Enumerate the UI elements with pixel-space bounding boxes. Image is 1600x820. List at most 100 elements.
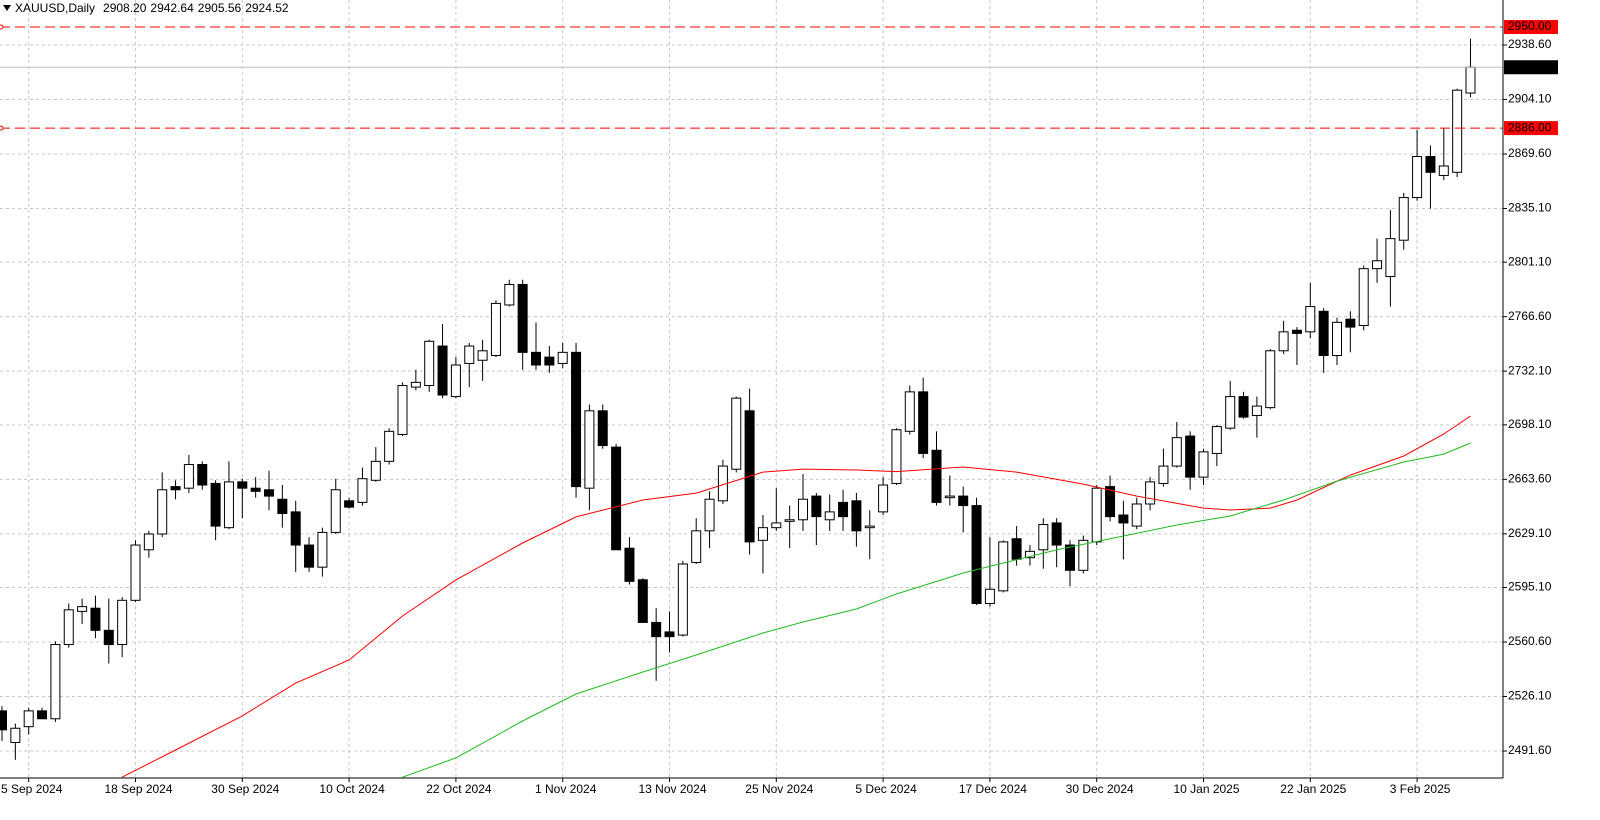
candle-body — [1211, 426, 1222, 454]
candle-body — [1385, 238, 1396, 278]
y-tick-label: 2526.10 — [1508, 689, 1552, 703]
candle-body — [1158, 465, 1169, 484]
candle-body — [998, 541, 1009, 592]
candle-body — [1198, 451, 1209, 478]
menu-arrow[interactable] — [3, 5, 11, 11]
candle-body — [704, 498, 715, 532]
candle-body — [731, 397, 742, 470]
candle-body — [264, 489, 274, 497]
close-value: 2924.52 — [245, 1, 289, 15]
candle-body — [410, 381, 421, 388]
level-box — [1504, 121, 1558, 136]
candle-body — [1251, 405, 1262, 417]
candle-body — [904, 391, 915, 432]
candle-body — [1412, 156, 1423, 199]
candle-body — [1398, 197, 1409, 241]
candle-body — [1065, 544, 1075, 571]
x-tick-label: 30 Sep 2024 — [211, 782, 279, 796]
candle-body — [517, 283, 528, 353]
candle-body — [1038, 524, 1049, 551]
candle-body — [437, 345, 448, 396]
candle-body — [918, 391, 929, 454]
candle-body — [1372, 260, 1383, 270]
y-tick-label: 2560.60 — [1508, 634, 1552, 648]
candle-body — [971, 505, 982, 604]
level-label: 2886.00 — [1508, 120, 1552, 134]
x-tick-label: 22 Jan 2025 — [1280, 782, 1346, 796]
candle-body — [464, 345, 475, 364]
x-tick-label: 1 Nov 2024 — [535, 782, 597, 796]
candle-body — [664, 631, 675, 638]
candle-body — [77, 606, 88, 612]
candle-body — [90, 607, 101, 631]
candle-body — [1452, 89, 1463, 173]
open-value: 2908.20 — [103, 1, 147, 15]
candle-body — [1078, 539, 1089, 571]
moving-average — [121, 415, 1471, 778]
candle-body — [170, 486, 181, 491]
x-tick-label: 10 Jan 2025 — [1173, 782, 1239, 796]
candle-body — [63, 609, 74, 646]
candle-body — [757, 527, 768, 541]
moving-average — [402, 442, 1471, 778]
level-box — [1504, 20, 1558, 35]
candle-body — [290, 511, 301, 546]
x-tick-label: 18 Sep 2024 — [104, 782, 172, 796]
candle-body — [37, 710, 48, 720]
candle-body — [984, 588, 995, 604]
candle-body — [223, 481, 234, 529]
candle-body — [1265, 350, 1276, 409]
candle-body — [330, 489, 341, 533]
candle-body — [23, 710, 34, 728]
candle-body — [370, 460, 381, 481]
candle-body — [1051, 522, 1062, 546]
symbol: XAUUSD,Daily — [15, 1, 95, 15]
x-tick-label: 30 Dec 2024 — [1066, 782, 1134, 796]
candle-body — [277, 498, 288, 514]
candle-body — [317, 531, 328, 568]
x-tick-label: 25 Nov 2024 — [745, 782, 813, 796]
candle-body — [771, 522, 782, 529]
candle-body — [1145, 481, 1156, 505]
y-tick-label: 2732.10 — [1508, 363, 1552, 377]
y-tick-label: 2766.60 — [1508, 309, 1552, 323]
candle-body — [931, 449, 942, 503]
x-tick-label: 3 Feb 2025 — [1390, 782, 1451, 796]
chart-header: XAUUSD,Daily 2908.20 2942.64 2905.56 2924.52 — [15, 1, 289, 15]
last-price-label: 2924.52 — [1508, 59, 1552, 73]
x-tick-label: 13 Nov 2024 — [638, 782, 706, 796]
candle-body — [557, 351, 568, 364]
candle-body — [143, 533, 154, 551]
x-tick-label: 10 Oct 2024 — [319, 782, 385, 796]
candle-body — [397, 385, 408, 435]
candle-body — [103, 629, 114, 646]
candle-body — [1238, 396, 1249, 418]
candle-body — [304, 544, 315, 568]
candle-body — [237, 481, 248, 489]
y-tick-label: 2835.10 — [1508, 201, 1552, 215]
level-handle — [0, 125, 4, 131]
candle-body — [1131, 503, 1142, 527]
candle-body — [864, 525, 875, 529]
candle-body — [504, 283, 515, 306]
candle-body — [1305, 306, 1316, 333]
candle-body — [477, 350, 488, 361]
candle-body — [130, 544, 141, 601]
candle-body — [1345, 318, 1356, 328]
candle-body — [117, 599, 128, 646]
candle-body — [197, 463, 208, 486]
y-tick-label: 2663.60 — [1508, 472, 1552, 486]
y-tick-label: 2491.60 — [1508, 743, 1552, 757]
high-value: 2942.64 — [150, 1, 194, 15]
y-tick-label: 2869.60 — [1508, 146, 1552, 160]
candle-body — [597, 410, 608, 447]
y-tick-label: 2629.10 — [1508, 526, 1552, 540]
candle-body — [677, 563, 688, 636]
y-tick-label: 2904.10 — [1508, 92, 1552, 106]
candle-body — [0, 710, 7, 731]
candle-body — [811, 495, 822, 518]
candle-body — [1011, 538, 1022, 560]
candle-body — [544, 356, 555, 366]
candle-body — [450, 364, 461, 398]
